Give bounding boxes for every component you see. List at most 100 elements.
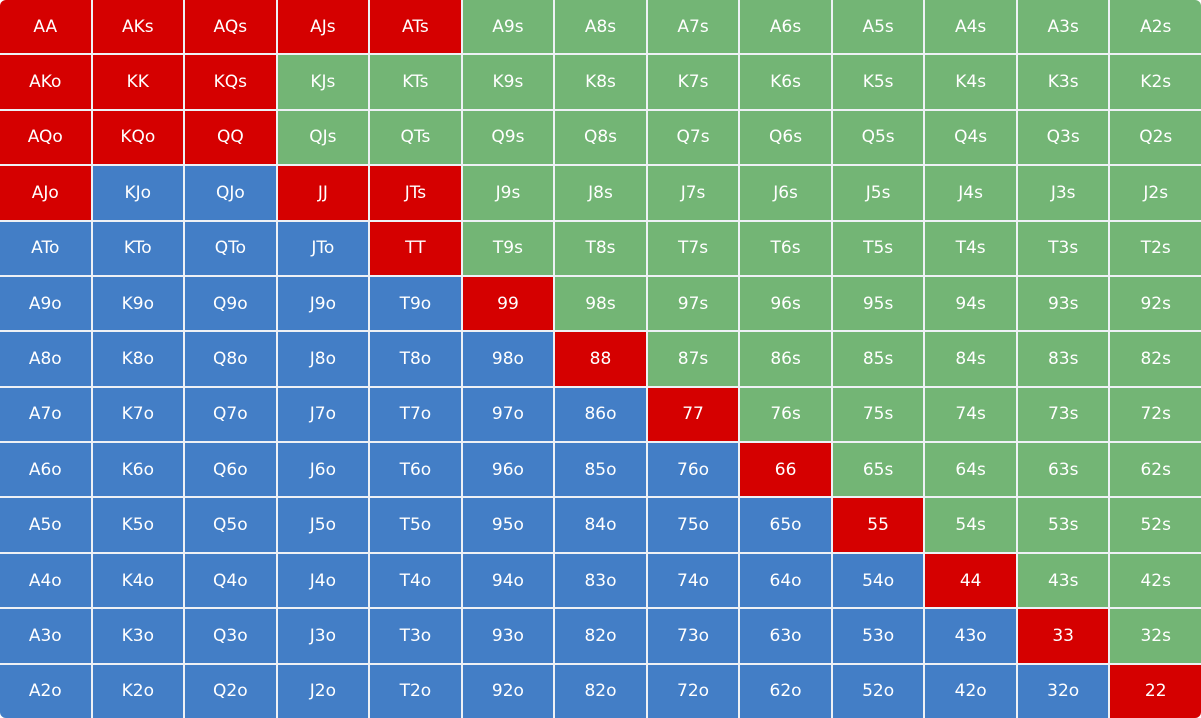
hand-cell[interactable]: 86s <box>740 332 831 386</box>
hand-cell[interactable]: K7s <box>647 55 739 109</box>
hand-cell[interactable]: KJs <box>277 55 369 109</box>
hand-cell[interactable]: K9o <box>92 276 184 331</box>
hand-cell[interactable]: AKo <box>0 55 91 109</box>
hand-cell[interactable]: 98o <box>462 332 554 386</box>
hand-cell[interactable]: T9s <box>462 221 554 275</box>
hand-cell[interactable]: 86o <box>555 387 646 442</box>
hand-cell[interactable]: J5o <box>277 498 369 552</box>
hand-cell[interactable]: 94s <box>925 276 1016 331</box>
hand-cell[interactable]: K8s <box>555 55 646 109</box>
hand-cell[interactable]: T7o <box>370 387 461 442</box>
hand-cell[interactable]: J7s <box>647 166 739 220</box>
hand-cell[interactable]: K2o <box>92 664 184 718</box>
hand-cell[interactable]: 72s <box>1110 387 1201 442</box>
hand-cell[interactable]: A6s <box>740 0 831 54</box>
hand-cell[interactable]: J5s <box>832 166 924 220</box>
hand-cell[interactable]: 73o <box>647 609 739 663</box>
hand-cell[interactable]: A2o <box>0 664 91 718</box>
hand-cell[interactable]: KQs <box>185 55 276 109</box>
hand-cell[interactable]: K6o <box>92 443 184 497</box>
hand-cell[interactable]: 43o <box>925 609 1016 663</box>
hand-cell[interactable]: A5o <box>0 498 91 552</box>
hand-cell[interactable]: J3o <box>277 609 369 663</box>
hand-cell[interactable]: 92o <box>462 664 554 718</box>
hand-cell[interactable]: 42o <box>925 664 1016 718</box>
hand-cell[interactable]: 75o <box>647 498 739 552</box>
hand-cell[interactable]: 75s <box>832 387 924 442</box>
hand-cell[interactable]: ATo <box>0 221 91 275</box>
hand-cell[interactable]: 83s <box>1017 332 1109 386</box>
hand-cell[interactable]: T5o <box>370 498 461 552</box>
hand-cell[interactable]: 63o <box>740 609 831 663</box>
hand-cell[interactable]: 85s <box>832 332 924 386</box>
hand-cell[interactable]: Q2o <box>185 664 276 718</box>
hand-cell[interactable]: Q7s <box>647 110 739 165</box>
hand-cell[interactable]: A7s <box>647 0 739 54</box>
hand-cell[interactable]: T3s <box>1017 221 1109 275</box>
hand-cell[interactable]: T2o <box>370 664 461 718</box>
hand-cell[interactable]: TT <box>370 221 461 275</box>
hand-cell[interactable]: 95s <box>832 276 924 331</box>
hand-cell[interactable]: 22 <box>1110 664 1201 718</box>
hand-cell[interactable]: Q8s <box>555 110 646 165</box>
hand-cell[interactable]: JTo <box>277 221 369 275</box>
hand-cell[interactable]: Q6s <box>740 110 831 165</box>
hand-cell[interactable]: 77 <box>647 387 739 442</box>
hand-cell[interactable]: 74o <box>647 553 739 608</box>
hand-cell[interactable]: A8s <box>555 0 646 54</box>
hand-cell[interactable]: A7o <box>0 387 91 442</box>
hand-cell[interactable]: T8s <box>555 221 646 275</box>
hand-cell[interactable]: 72o <box>647 664 739 718</box>
hand-cell[interactable]: QJo <box>185 166 276 220</box>
hand-cell[interactable]: 32s <box>1110 609 1201 663</box>
hand-cell[interactable]: J6s <box>740 166 831 220</box>
hand-cell[interactable]: Q9s <box>462 110 554 165</box>
hand-cell[interactable]: A9s <box>462 0 554 54</box>
hand-cell[interactable]: KJo <box>92 166 184 220</box>
hand-cell[interactable]: 73s <box>1017 387 1109 442</box>
hand-cell[interactable]: A3s <box>1017 0 1109 54</box>
hand-cell[interactable]: T4o <box>370 553 461 608</box>
hand-cell[interactable]: T4s <box>925 221 1016 275</box>
hand-cell[interactable]: AA <box>0 0 91 54</box>
hand-cell[interactable]: K3o <box>92 609 184 663</box>
hand-cell[interactable]: 94o <box>462 553 554 608</box>
hand-cell[interactable]: 82s <box>1110 332 1201 386</box>
hand-cell[interactable]: 64s <box>925 443 1016 497</box>
hand-cell[interactable]: 53s <box>1017 498 1109 552</box>
hand-cell[interactable]: 43s <box>1017 553 1109 608</box>
hand-cell[interactable]: 96s <box>740 276 831 331</box>
hand-cell[interactable]: Q4o <box>185 553 276 608</box>
hand-cell[interactable]: QTs <box>370 110 461 165</box>
hand-cell[interactable]: T8o <box>370 332 461 386</box>
hand-cell[interactable]: Q3s <box>1017 110 1109 165</box>
hand-cell[interactable]: 99 <box>462 276 554 331</box>
hand-cell[interactable]: J2s <box>1110 166 1201 220</box>
hand-cell[interactable]: 65o <box>740 498 831 552</box>
hand-cell[interactable]: 88 <box>555 332 646 386</box>
hand-cell[interactable]: KQo <box>92 110 184 165</box>
hand-cell[interactable]: AQo <box>0 110 91 165</box>
hand-cell[interactable]: K9s <box>462 55 554 109</box>
hand-cell[interactable]: 98s <box>555 276 646 331</box>
hand-cell[interactable]: 96o <box>462 443 554 497</box>
hand-cell[interactable]: 93o <box>462 609 554 663</box>
hand-cell[interactable]: 66 <box>740 443 831 497</box>
hand-cell[interactable]: AJo <box>0 166 91 220</box>
hand-cell[interactable]: 54s <box>925 498 1016 552</box>
hand-cell[interactable]: 87s <box>647 332 739 386</box>
hand-cell[interactable]: AJs <box>277 0 369 54</box>
hand-cell[interactable]: J7o <box>277 387 369 442</box>
hand-cell[interactable]: 33 <box>1017 609 1109 663</box>
hand-cell[interactable]: J2o <box>277 664 369 718</box>
hand-cell[interactable]: A3o <box>0 609 91 663</box>
hand-cell[interactable]: K6s <box>740 55 831 109</box>
hand-cell[interactable]: T3o <box>370 609 461 663</box>
hand-cell[interactable]: A4o <box>0 553 91 608</box>
hand-cell[interactable]: 52s <box>1110 498 1201 552</box>
hand-cell[interactable]: 32o <box>1017 664 1109 718</box>
hand-cell[interactable]: K2s <box>1110 55 1201 109</box>
hand-cell[interactable]: 95o <box>462 498 554 552</box>
hand-cell[interactable]: JJ <box>277 166 369 220</box>
hand-cell[interactable]: AQs <box>185 0 276 54</box>
